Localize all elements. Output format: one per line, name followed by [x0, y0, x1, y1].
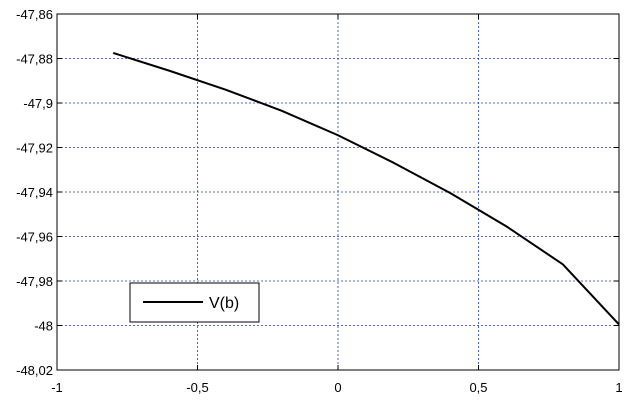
y-ticks: -47,86 -47,88 -47,9 -47,92 -47,94 -47,96 -47,9… [16, 7, 619, 378]
y-tick-label: -47,96 [16, 230, 53, 245]
y-tick-label: -47,92 [16, 141, 53, 156]
series-line-vb [112, 51, 620, 326]
y-tick-label: -47,94 [16, 185, 53, 200]
y-tick-label: -47,9 [23, 96, 53, 111]
x-tick-label: 0 [334, 380, 341, 395]
x-tick-label: -1 [51, 380, 63, 395]
y-tick-label: -47,88 [16, 52, 53, 67]
x-tick-label: 0,5 [469, 380, 487, 395]
y-tick-label: -48 [34, 319, 53, 334]
series-layer [112, 51, 620, 326]
legend-label: V(b) [209, 295, 239, 312]
y-tick-label: -48,02 [16, 363, 53, 378]
y-tick-label: -47,86 [16, 7, 53, 22]
x-ticks: -1 -0,5 0 0,5 1 [51, 14, 623, 395]
x-tick-label: 1 [615, 380, 622, 395]
legend: V(b) [129, 282, 260, 323]
y-grid-lines [57, 58, 619, 326]
x-tick-label: -0,5 [186, 380, 208, 395]
y-tick-label: -47,98 [16, 274, 53, 289]
